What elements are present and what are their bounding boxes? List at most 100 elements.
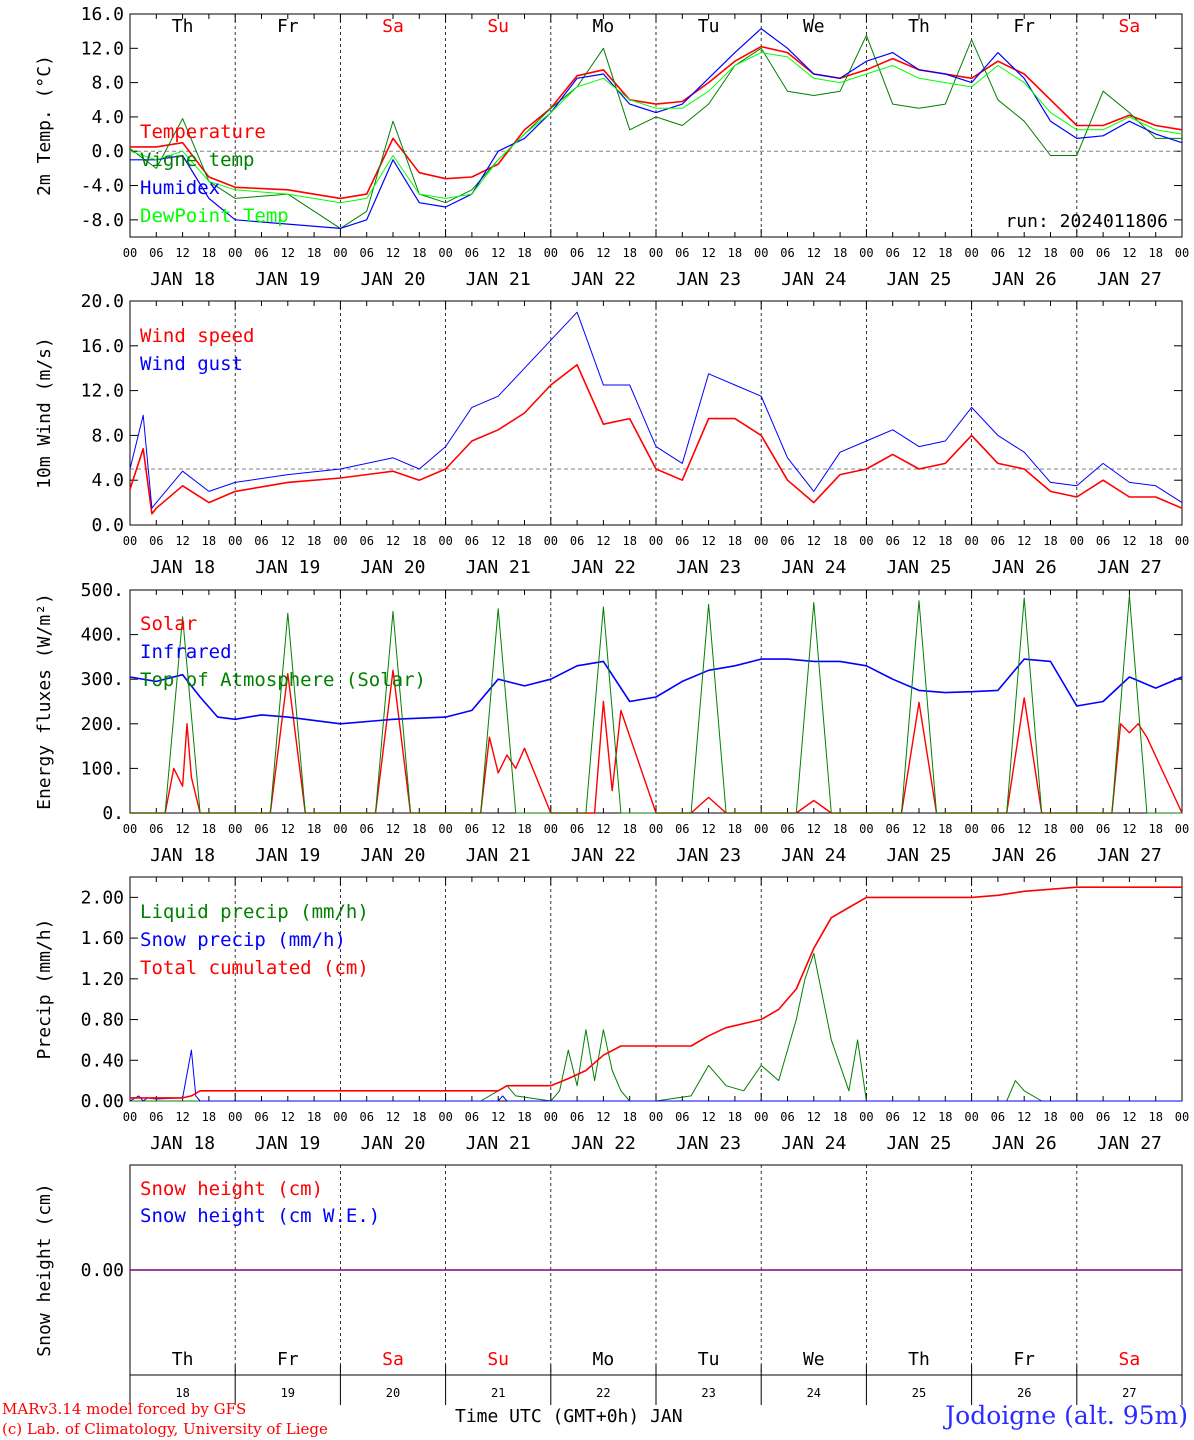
day-number-label: 26 [1017, 1386, 1031, 1400]
hour-tick-label: 00 [1070, 822, 1084, 836]
date-label: JAN 22 [571, 1133, 636, 1154]
y-tick-label: 300. [81, 669, 124, 690]
hour-tick-label: 00 [438, 822, 452, 836]
hour-tick-label: 18 [938, 1110, 952, 1124]
legend-entry: Liquid precip (mm/h) [140, 901, 369, 923]
hour-tick-label: 06 [780, 246, 794, 260]
hour-tick-label: 06 [359, 822, 373, 836]
hour-tick-label: 12 [386, 822, 400, 836]
date-label: JAN 20 [360, 1133, 425, 1154]
hour-tick-label: 18 [938, 246, 952, 260]
hour-tick-label: 18 [412, 246, 426, 260]
hour-tick-label: 12 [807, 822, 821, 836]
hour-tick-label: 06 [991, 1110, 1005, 1124]
hour-tick-label: 00 [1175, 1110, 1189, 1124]
hour-tick-label: 00 [964, 534, 978, 548]
hour-tick-label: 06 [465, 534, 479, 548]
hour-tick-label: 00 [438, 534, 452, 548]
y-tick-label: 1.60 [81, 928, 124, 949]
weekday-label: Sa [1119, 16, 1141, 37]
weekday-label: Th [172, 1349, 194, 1370]
series-line [129, 311, 1183, 509]
day-number-label: 27 [1122, 1386, 1136, 1400]
run-annotation: run: 2024011806 [1005, 211, 1168, 232]
hour-tick-label: 18 [728, 246, 742, 260]
hour-tick-label: 06 [991, 534, 1005, 548]
hour-tick-label: 00 [649, 534, 663, 548]
series-line [130, 669, 1183, 814]
date-label: JAN 20 [360, 845, 425, 866]
hour-tick-label: 18 [1148, 246, 1162, 260]
panel-3: 00 06 12 18 00 06 12 18 00 06 12 18 00 06 12 18 00 06 12 18… [34, 580, 1189, 866]
hour-tick-label: 18 [833, 534, 847, 548]
panel-1: 00 06 12 18 00 06 12 18 00 06 12 18 00 06 12 18 00 06 12 18… [34, 4, 1189, 290]
date-label: JAN 23 [676, 269, 741, 290]
date-label: JAN 18 [150, 557, 215, 578]
y-tick-label: -4.0 [81, 176, 124, 197]
panel-5: Th Fr Sa Su Mo Tu We Th Fr Sa 18 19 20 21 22 23 24 25 26 27… [34, 1164, 1183, 1405]
hour-tick-label: 12 [491, 534, 505, 548]
y-tick-label: 0. [102, 803, 124, 824]
hour-tick-label: 18 [202, 1110, 216, 1124]
time-axis-label: Time UTC (GMT+0h) JAN [455, 1406, 683, 1427]
hour-tick-label: 12 [491, 246, 505, 260]
hour-tick-label: 12 [807, 246, 821, 260]
date-label: JAN 27 [1097, 557, 1162, 578]
hour-tick-label: 18 [307, 1110, 321, 1124]
date-label: JAN 26 [992, 845, 1057, 866]
hour-tick-label: 06 [149, 822, 163, 836]
y-tick-label: 4.0 [91, 470, 124, 491]
hour-tick-label: 06 [570, 246, 584, 260]
date-label: JAN 24 [781, 269, 846, 290]
hour-tick-label: 00 [333, 822, 347, 836]
y-tick-label: 0.0 [91, 141, 124, 162]
hour-tick-label: 12 [596, 246, 610, 260]
date-label: JAN 27 [1097, 1133, 1162, 1154]
date-label: JAN 24 [781, 1133, 846, 1154]
legend-entry: Total cumulated (cm) [140, 957, 369, 979]
hour-tick-label: 12 [1122, 534, 1136, 548]
day-number-label: 20 [386, 1386, 400, 1400]
date-label: JAN 21 [466, 845, 531, 866]
hour-tick-label: 06 [149, 534, 163, 548]
series-line [130, 28, 1183, 229]
hour-tick-label: 12 [701, 1110, 715, 1124]
hour-tick-label: 12 [596, 822, 610, 836]
hour-tick-label: 06 [885, 534, 899, 548]
hour-tick-label: 18 [938, 534, 952, 548]
weekday-label: Th [908, 16, 930, 37]
hour-tick-label: 18 [728, 1110, 742, 1124]
legend-entry: Snow precip (mm/h) [140, 929, 346, 951]
hour-tick-label: 18 [728, 822, 742, 836]
hour-tick-label: 00 [438, 1110, 452, 1124]
hour-tick-label: 12 [175, 534, 189, 548]
weekday-label: Tu [698, 1349, 720, 1370]
date-label: JAN 19 [255, 1133, 320, 1154]
hour-tick-label: 18 [622, 1110, 636, 1124]
hour-tick-label: 18 [307, 534, 321, 548]
hour-tick-label: 00 [754, 1110, 768, 1124]
date-label: JAN 26 [992, 269, 1057, 290]
date-label: JAN 23 [676, 1133, 741, 1154]
date-label: JAN 18 [150, 1133, 215, 1154]
hour-tick-label: 12 [807, 534, 821, 548]
hour-tick-label: 00 [649, 1110, 663, 1124]
weekday-label: Th [908, 1349, 930, 1370]
date-label: JAN 18 [150, 269, 215, 290]
hour-tick-label: 00 [859, 534, 873, 548]
hour-tick-label: 06 [1096, 1110, 1110, 1124]
hour-tick-label: 00 [544, 1110, 558, 1124]
y-tick-label: 12.0 [81, 38, 124, 59]
date-label: JAN 21 [466, 269, 531, 290]
plot-frame [129, 13, 1183, 238]
y-axis-label: Snow height (cm) [34, 1183, 55, 1356]
hour-tick-label: 18 [1043, 534, 1057, 548]
hour-tick-label: 06 [359, 1110, 373, 1124]
date-label: JAN 24 [781, 845, 846, 866]
date-label: JAN 25 [886, 845, 951, 866]
y-tick-label: 8.0 [91, 73, 124, 94]
hour-tick-label: 06 [1096, 822, 1110, 836]
hour-tick-label: 18 [202, 246, 216, 260]
weekday-label: Fr [1013, 16, 1035, 37]
hour-tick-label: 06 [991, 822, 1005, 836]
